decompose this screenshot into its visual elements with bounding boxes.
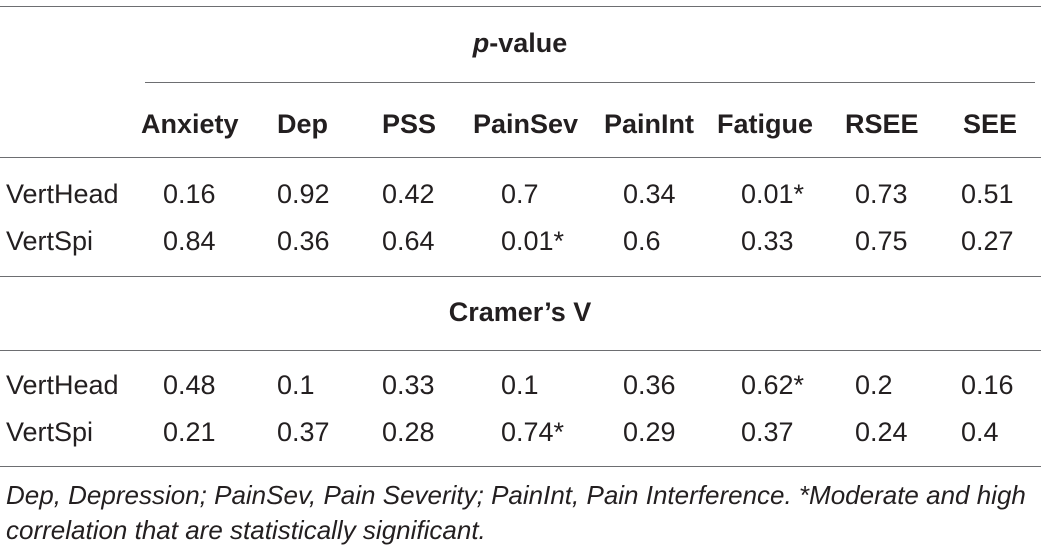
column-header-see: SEE <box>963 109 1018 139</box>
table-cell: 0.1 <box>501 370 539 400</box>
table-cell: 0.01* <box>501 226 565 256</box>
column-header-dep: Dep <box>277 109 329 139</box>
table-cell: 0.01* <box>741 179 805 209</box>
table-cell: 0.33 <box>382 370 435 400</box>
column-header-rule <box>0 157 1041 158</box>
row-label: VertHead <box>6 179 119 209</box>
table-cell: 0.16 <box>961 370 1014 400</box>
table-footnote: Dep, Depression; PainSev, Pain Severity;… <box>6 480 1026 545</box>
table-cell: 0.37 <box>741 417 794 447</box>
table-cell: 0.64 <box>382 226 435 256</box>
table-cell: 0.16 <box>163 179 216 209</box>
column-header-rsee: RSEE <box>845 109 919 139</box>
table-cell: 0.37 <box>277 417 330 447</box>
table-cell: 0.36 <box>277 226 330 256</box>
table-cell: 0.73 <box>855 179 908 209</box>
table-cell: 0.51 <box>961 179 1014 209</box>
pvalue-header-rest: -value <box>489 28 568 58</box>
table-cell: 0.74* <box>501 417 565 447</box>
table-top-rule <box>0 6 1041 7</box>
column-header-painint: PainInt <box>604 109 695 139</box>
table-cell: 0.4 <box>961 417 999 447</box>
table-cell: 0.75 <box>855 226 908 256</box>
column-header-painsev: PainSev <box>473 109 579 139</box>
table-cell: 0.27 <box>961 226 1014 256</box>
table-cell: 0.2 <box>855 370 893 400</box>
table-cell: 0.29 <box>623 417 676 447</box>
pvalue-header: p-value <box>473 27 568 59</box>
row-label: VertSpi <box>6 417 94 447</box>
table-cell: 0.33 <box>741 226 794 256</box>
table-cell: 0.21 <box>163 417 216 447</box>
cramers-header-rule <box>0 350 1041 351</box>
table-cell: 0.7 <box>501 179 539 209</box>
table-cell: 0.62* <box>741 370 805 400</box>
column-header-pss: PSS <box>382 109 437 139</box>
cramers-v-header: Cramer’s V <box>448 297 592 327</box>
table-cell: 0.28 <box>382 417 435 447</box>
column-header-fatigue: Fatigue <box>717 109 814 139</box>
table-cell: 0.24 <box>855 417 908 447</box>
table-cell: 0.1 <box>277 370 315 400</box>
table-cell: 0.42 <box>382 179 435 209</box>
table-cell: 0.34 <box>623 179 676 209</box>
pvalue-header-rule <box>145 82 1035 83</box>
pvalue-header-italic: p <box>472 28 490 58</box>
row-label: VertSpi <box>6 226 94 256</box>
table-bottom-rule <box>0 466 1041 467</box>
table-cell: 0.92 <box>277 179 330 209</box>
row-label: VertHead <box>6 370 119 400</box>
table-cell: 0.6 <box>623 226 661 256</box>
table-cell: 0.36 <box>623 370 676 400</box>
pvalue-section-rule <box>0 276 1041 277</box>
table-cell: 0.84 <box>163 226 216 256</box>
column-header-anxiety: Anxiety <box>141 109 239 139</box>
table-cell: 0.48 <box>163 370 216 400</box>
